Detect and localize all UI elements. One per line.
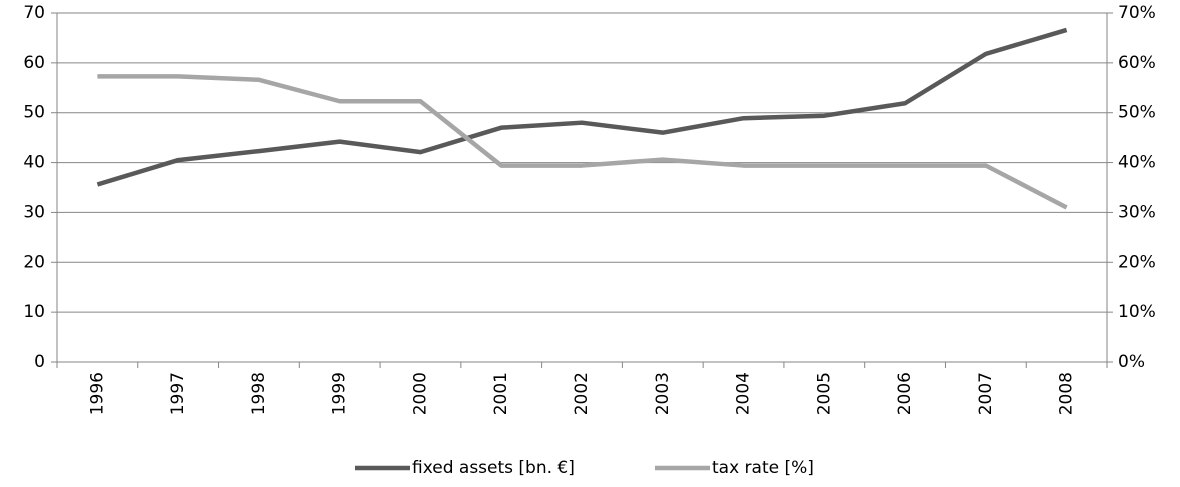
x-tick-label: 2000: [410, 372, 430, 415]
legend-label: tax rate [%]: [712, 458, 814, 478]
x-tick-label: 1998: [249, 372, 269, 415]
x-tick-label: 2008: [1057, 372, 1077, 415]
x-tick-label: 2004: [734, 372, 754, 415]
x-tick-label: 2005: [814, 372, 834, 415]
x-tick-label: 2001: [491, 372, 511, 415]
y-tick-label: 10: [23, 302, 45, 322]
x-tick-label: 1996: [87, 372, 107, 415]
y2-tick-label: 60%: [1118, 53, 1156, 73]
y-tick-label: 20: [23, 252, 45, 272]
legend-label: fixed assets [bn. €]: [412, 458, 575, 478]
x-tick-label: 2002: [572, 372, 592, 415]
series-line: [97, 74, 1068, 210]
x-tick-label: 1999: [330, 372, 350, 415]
y2-tick-label: 20%: [1118, 252, 1156, 272]
y2-tick-label: 10%: [1118, 302, 1156, 322]
y2-tick-label: 30%: [1118, 202, 1156, 222]
y-tick-label: 0: [34, 352, 45, 372]
y2-tick-label: 50%: [1118, 103, 1156, 123]
y-tick-label: 40: [23, 153, 45, 173]
y-tick-label: 60: [23, 53, 45, 73]
y2-tick-label: 70%: [1118, 3, 1156, 23]
y-tick-label: 70: [23, 3, 45, 23]
series-line: [96, 27, 1068, 187]
y-tick-label: 30: [23, 202, 45, 222]
y2-tick-label: 40%: [1118, 153, 1156, 173]
x-tick-label: 2003: [653, 372, 673, 415]
y2-tick-label: 0%: [1118, 352, 1145, 372]
x-tick-label: 2007: [976, 372, 996, 415]
x-tick-label: 2006: [895, 372, 915, 415]
x-tick-label: 1997: [168, 372, 188, 415]
y-tick-label: 50: [23, 103, 45, 123]
